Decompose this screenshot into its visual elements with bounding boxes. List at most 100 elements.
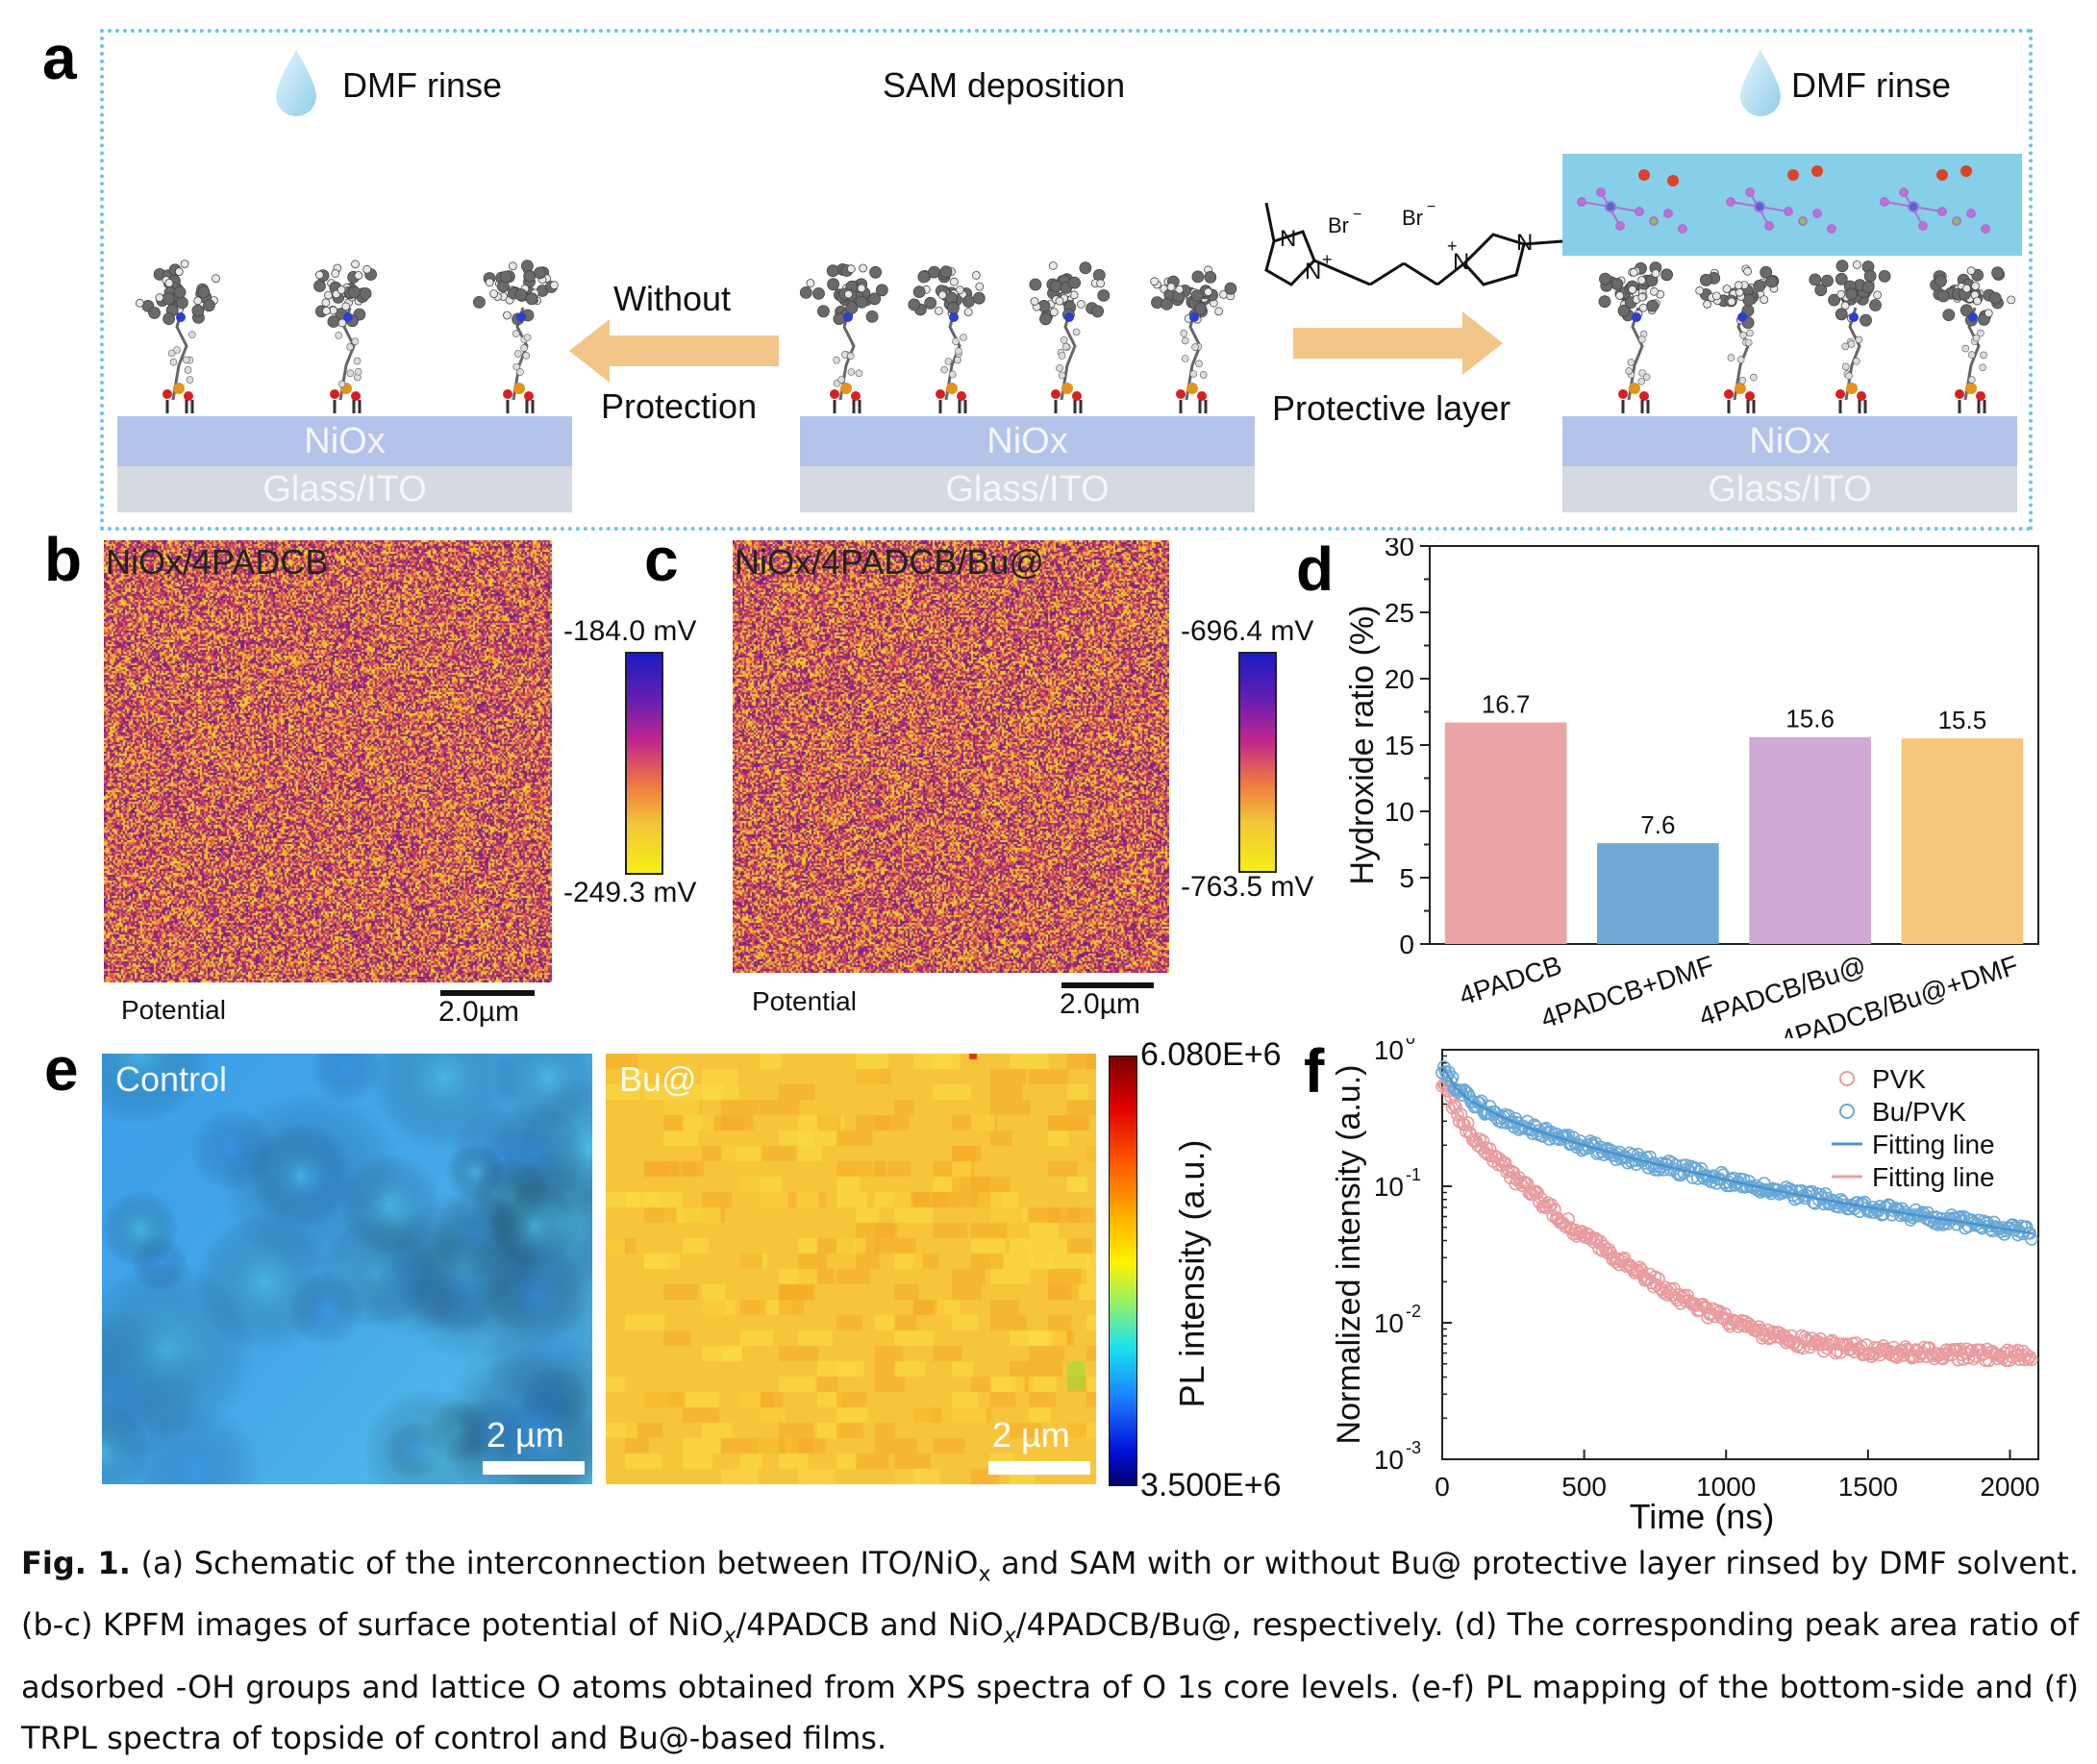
pl-control-title: Control: [115, 1059, 228, 1099]
chart-f-frame: [1441, 1049, 2039, 1460]
dmf-rinse-right-label: DMF rinse: [1791, 65, 1952, 105]
panel-label-d: d: [1296, 534, 1335, 604]
chart-f-point: [1526, 1187, 1539, 1202]
chart-d-category-label: 4PADCB+DMF: [1537, 950, 1717, 1033]
sam-molecule: [1930, 266, 2016, 413]
chart-f-point: [1456, 1088, 1470, 1102]
chart-d-ytick-label: 5: [1399, 863, 1414, 893]
pl-bu-scalebar-label: 2 µm: [992, 1415, 1070, 1454]
chart-f-point: [1736, 1173, 1751, 1186]
chart-d-ytick-label: 20: [1385, 664, 1414, 694]
chart-f-xtick-label: 500: [1561, 1472, 1607, 1502]
chart-d-value-label: 7.6: [1640, 810, 1675, 839]
chart-f-point: [2025, 1353, 2038, 1367]
chart-f-point: [1906, 1210, 1919, 1225]
sam-molecule: [135, 260, 220, 413]
protective-layer-molecules: [1577, 165, 1990, 234]
glass-ito-layer-right: Glass/ITO: [1562, 466, 2017, 512]
chart-f-ytick-label: 10: [1374, 1308, 1404, 1338]
glass-ito-layer-left: Glass/ITO: [117, 466, 572, 512]
chart-f-legend-label: PVK: [1872, 1064, 1926, 1094]
chart-d-value-label: 15.6: [1785, 705, 1835, 733]
caption-sub-1: x: [978, 1562, 991, 1587]
chart-f-point: [1972, 1213, 1985, 1228]
chart-f-ytick-exponent: 0: [1406, 1038, 1415, 1048]
chart-f-point: [1803, 1186, 1817, 1200]
chart-f-ytick-label: 10: [1374, 1038, 1404, 1065]
bromide-right: Br: [1402, 206, 1423, 230]
chart-f-ytick-exponent: -3: [1406, 1438, 1421, 1457]
panel-label-c: c: [644, 525, 679, 594]
protective-layer-label: Protective layer: [1272, 388, 1511, 428]
chart-d-ylabel: Hydroxide ratio (%): [1344, 606, 1381, 885]
panel-label-e: e: [44, 1034, 79, 1104]
arrow-right-icon: [1293, 311, 1503, 375]
bu-ionic-liquid-structure: N N + N + N Br − Br −: [1264, 199, 1563, 286]
sam-molecule: [1150, 265, 1237, 413]
chart-d-bar: [1901, 738, 2024, 944]
glass-ito-layer-middle: Glass/ITO: [800, 466, 1255, 512]
pl-colorbar: [1109, 1056, 1137, 1486]
chart-f-point: [1800, 1332, 1813, 1347]
chart-f-legend-marker: [1839, 1071, 1855, 1086]
niox-layer-left: NiOx: [117, 416, 572, 466]
chart-f-xtick-label: 2000: [1980, 1472, 2039, 1502]
chart-f-xtick-label: 1000: [1696, 1472, 1756, 1502]
scalebar-c-label: 2.0µm: [1060, 988, 1140, 1020]
pl-colorbar-top: 6.080E+6: [1140, 1036, 1282, 1073]
figure-caption: Fig. 1. (a) Schematic of the interconnec…: [21, 1538, 2079, 1764]
colorbar-b-bottom: -249.3 mV: [563, 877, 697, 908]
arrow-left-icon: [569, 319, 779, 383]
panel-label-f: f: [1304, 1036, 1325, 1106]
imidazolium-n-right-plus: N: [1453, 249, 1469, 275]
imidazolium-n-left-plus: N: [1305, 259, 1321, 285]
plus-right: +: [1447, 236, 1458, 256]
chart-d-value-label: 15.5: [1938, 706, 1987, 734]
chart-f-ytick-exponent: -2: [1406, 1302, 1421, 1321]
chart-f-point: [1873, 1200, 1887, 1213]
chart-f-fit-line: [1440, 1079, 2034, 1357]
pl-control-scalebar: [483, 1461, 585, 1475]
chart-f-ylabel: Normalized intensity (a.u.): [1331, 1065, 1367, 1445]
niox-layer-right: NiOx: [1562, 416, 2017, 466]
plus-left: +: [1322, 250, 1333, 269]
chart-d-value-label: 16.7: [1482, 690, 1531, 719]
caption-text-2: and SAM with or without Bu@ protective l…: [21, 1545, 2080, 1644]
kpfm-map-b: [104, 540, 552, 982]
chart-f-ytick-exponent: -1: [1406, 1165, 1421, 1184]
chart-d-bar: [1597, 843, 1719, 944]
caption-text-1: (a) Schematic of the interconnection bet…: [140, 1545, 979, 1581]
caption-text-3: /4PADCB and NiO: [736, 1606, 1004, 1644]
chart-f-point: [1466, 1095, 1480, 1108]
hydroxide-bar-chart: 0 5 10 15 20 25 30 Hydroxide ratio (%) 16.7 4PADC…: [1344, 538, 2039, 1038]
scalebar-b-label: 2.0µm: [438, 996, 519, 1028]
chart-f-point: [1832, 1337, 1846, 1351]
panel-label-b: b: [44, 525, 83, 594]
colorbar-b: [625, 652, 663, 875]
sam-molecule: [1598, 261, 1673, 413]
colorbar-c-bottom: -763.5 mV: [1181, 871, 1314, 903]
chart-d-ytick-label: 30: [1385, 538, 1414, 561]
dmf-rinse-left-label: DMF rinse: [342, 65, 503, 105]
panel-label-a: a: [42, 23, 77, 92]
chart-f-point: [1456, 1116, 1470, 1130]
panel-a-frame: [100, 29, 2033, 531]
chart-f-ytick-label: 10: [1374, 1172, 1404, 1202]
chart-f-legend-label: Fitting line: [1872, 1130, 1995, 1159]
sam-molecule: [908, 265, 986, 413]
imidazolium-n-left: N: [1280, 226, 1296, 252]
chart-f-legend-marker: [1839, 1104, 1855, 1119]
chart-f-legend-label: Bu/PVK: [1872, 1097, 1966, 1127]
sam-molecule: [313, 260, 378, 413]
chart-f-point: [1785, 1329, 1798, 1343]
sam-molecules: [135, 260, 2016, 413]
potential-label-c: Potential: [752, 986, 857, 1016]
potential-label-b: Potential: [121, 995, 226, 1025]
chart-f-point: [1485, 1149, 1499, 1163]
panel-b-title: NiOx/4PADCB: [106, 542, 329, 582]
caption-sub-3: x: [1003, 1624, 1016, 1649]
caption-fig-number: Fig. 1.: [21, 1545, 131, 1581]
colorbar-c: [1238, 652, 1277, 873]
colorbar-b-top: -184.0 mV: [563, 615, 697, 647]
